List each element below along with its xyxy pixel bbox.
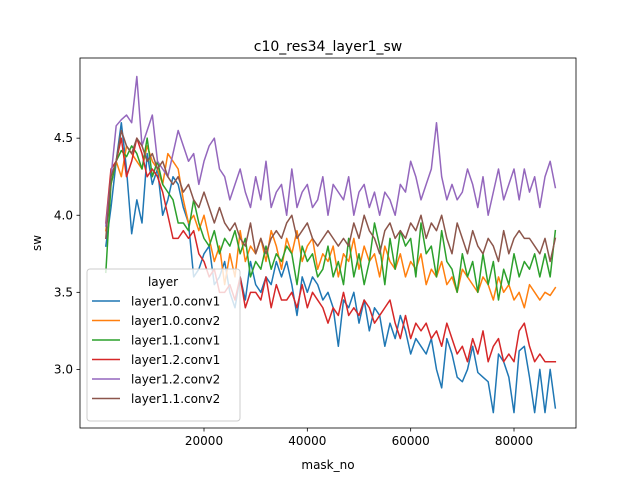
series-line-layer1-2-conv2 [105, 75, 557, 227]
series-line-layer1-1-conv2 [105, 129, 557, 263]
x-tick-label: 80000 [495, 434, 533, 448]
legend-entries: layer1.0.conv1 layer1.0.conv2 layer1.1.con… [92, 295, 220, 406]
series-line-layer1-0-conv1 [104, 122, 557, 414]
legend-box [86, 268, 241, 422]
legend: layer layer1.0.conv1layer1.0.conv2layer1… [86, 268, 241, 422]
x-axis-label: mask_no [301, 458, 354, 472]
plot-frame [79, 57, 577, 429]
y-tick-label: 4.0 [54, 208, 73, 222]
legend-label: layer1.1.conv2 [131, 392, 220, 406]
legend-label: layer1.2.conv2 [131, 373, 220, 387]
x-axis-ticks: 20000 40000 60000 80000 [185, 428, 533, 448]
y-tick-label: 3.5 [54, 285, 73, 299]
series-line-layer1-2-conv1 [105, 137, 557, 363]
legend-label: layer1.0.conv2 [131, 314, 220, 328]
series-line-layer1-1-conv1 [105, 137, 557, 301]
y-tick-label: 4.5 [54, 131, 73, 145]
legend-label: layer1.2.conv1 [131, 353, 220, 367]
chart-title: c10_res34_layer1_sw [254, 39, 402, 55]
legend-title: layer [148, 275, 178, 289]
x-tick-label: 20000 [185, 434, 223, 448]
x-tick-label: 60000 [392, 434, 430, 448]
plot-lines [104, 75, 557, 414]
y-tick-label: 3.0 [54, 362, 73, 376]
y-axis-label: sw [30, 235, 44, 251]
legend-label: layer1.1.conv1 [131, 334, 220, 348]
x-tick-label: 40000 [288, 434, 326, 448]
y-axis-ticks: 3.0 3.5 4.0 4.5 [54, 131, 80, 376]
legend-label: layer1.0.conv1 [131, 295, 220, 309]
